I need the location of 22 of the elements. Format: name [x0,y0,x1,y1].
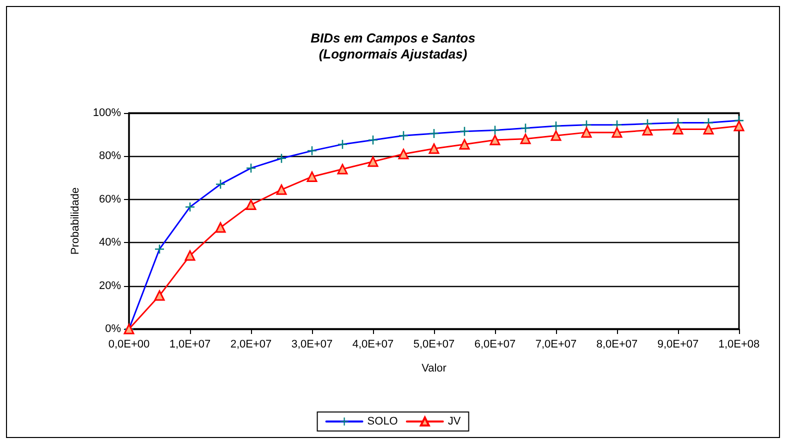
x-tick-label: 0,0E+00 [108,338,150,350]
y-tick-label: 100% [92,107,122,119]
x-tick-label: 9,0E+07 [657,338,699,350]
x-tick-label: 8,0E+07 [596,338,638,350]
x-tick-label: 5,0E+07 [413,338,455,350]
chart-title: BIDs em Campos e Santos (Lognormais Ajustadas) [310,30,476,62]
y-tick-label: 20% [98,280,122,292]
x-tick-label: 2,0E+07 [230,338,272,350]
x-axis-title: Valor [422,362,447,374]
x-tick-label: 1,0E+08 [718,338,760,350]
legend-label: SOLO [367,416,398,428]
x-tick-label: 4,0E+07 [352,338,394,350]
x-tick-label: 6,0E+07 [474,338,516,350]
legend-label: JV [448,416,462,428]
x-tick-label: 7,0E+07 [535,338,577,350]
y-tick-label: 0% [105,323,122,335]
x-tick-label: 1,0E+07 [169,338,211,350]
y-tick-label: 40% [98,236,122,249]
y-tick-label: 60% [98,193,122,206]
y-axis-title: Probabilidade [70,187,82,255]
x-tick-label: 3,0E+07 [291,338,333,350]
y-tick-label: 80% [98,150,122,162]
